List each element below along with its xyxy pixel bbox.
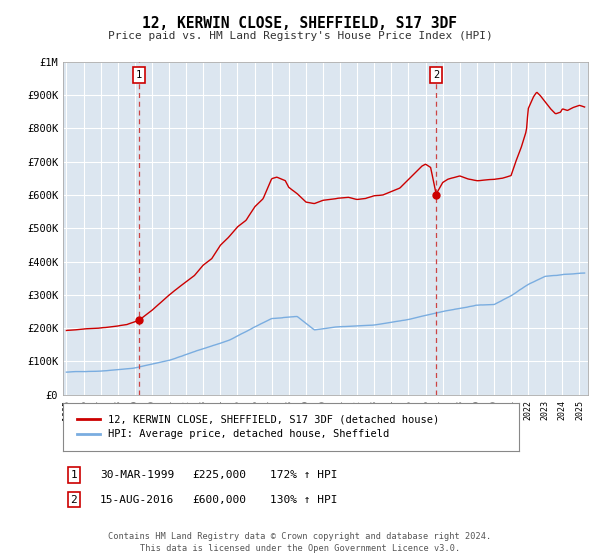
- Text: £600,000: £600,000: [192, 494, 246, 505]
- Text: 1: 1: [70, 470, 77, 480]
- Text: 12, KERWIN CLOSE, SHEFFIELD, S17 3DF: 12, KERWIN CLOSE, SHEFFIELD, S17 3DF: [143, 16, 458, 31]
- Legend: 12, KERWIN CLOSE, SHEFFIELD, S17 3DF (detached house), HPI: Average price, detac: 12, KERWIN CLOSE, SHEFFIELD, S17 3DF (de…: [73, 410, 443, 444]
- Text: 2: 2: [70, 494, 77, 505]
- Text: 2: 2: [433, 70, 439, 80]
- Text: 130% ↑ HPI: 130% ↑ HPI: [270, 494, 337, 505]
- Text: 172% ↑ HPI: 172% ↑ HPI: [270, 470, 337, 480]
- Text: Contains HM Land Registry data © Crown copyright and database right 2024.
This d: Contains HM Land Registry data © Crown c…: [109, 533, 491, 553]
- Text: £225,000: £225,000: [192, 470, 246, 480]
- Text: 1: 1: [136, 70, 142, 80]
- Text: 15-AUG-2016: 15-AUG-2016: [100, 494, 175, 505]
- Text: Price paid vs. HM Land Registry's House Price Index (HPI): Price paid vs. HM Land Registry's House …: [107, 31, 493, 41]
- Text: 30-MAR-1999: 30-MAR-1999: [100, 470, 175, 480]
